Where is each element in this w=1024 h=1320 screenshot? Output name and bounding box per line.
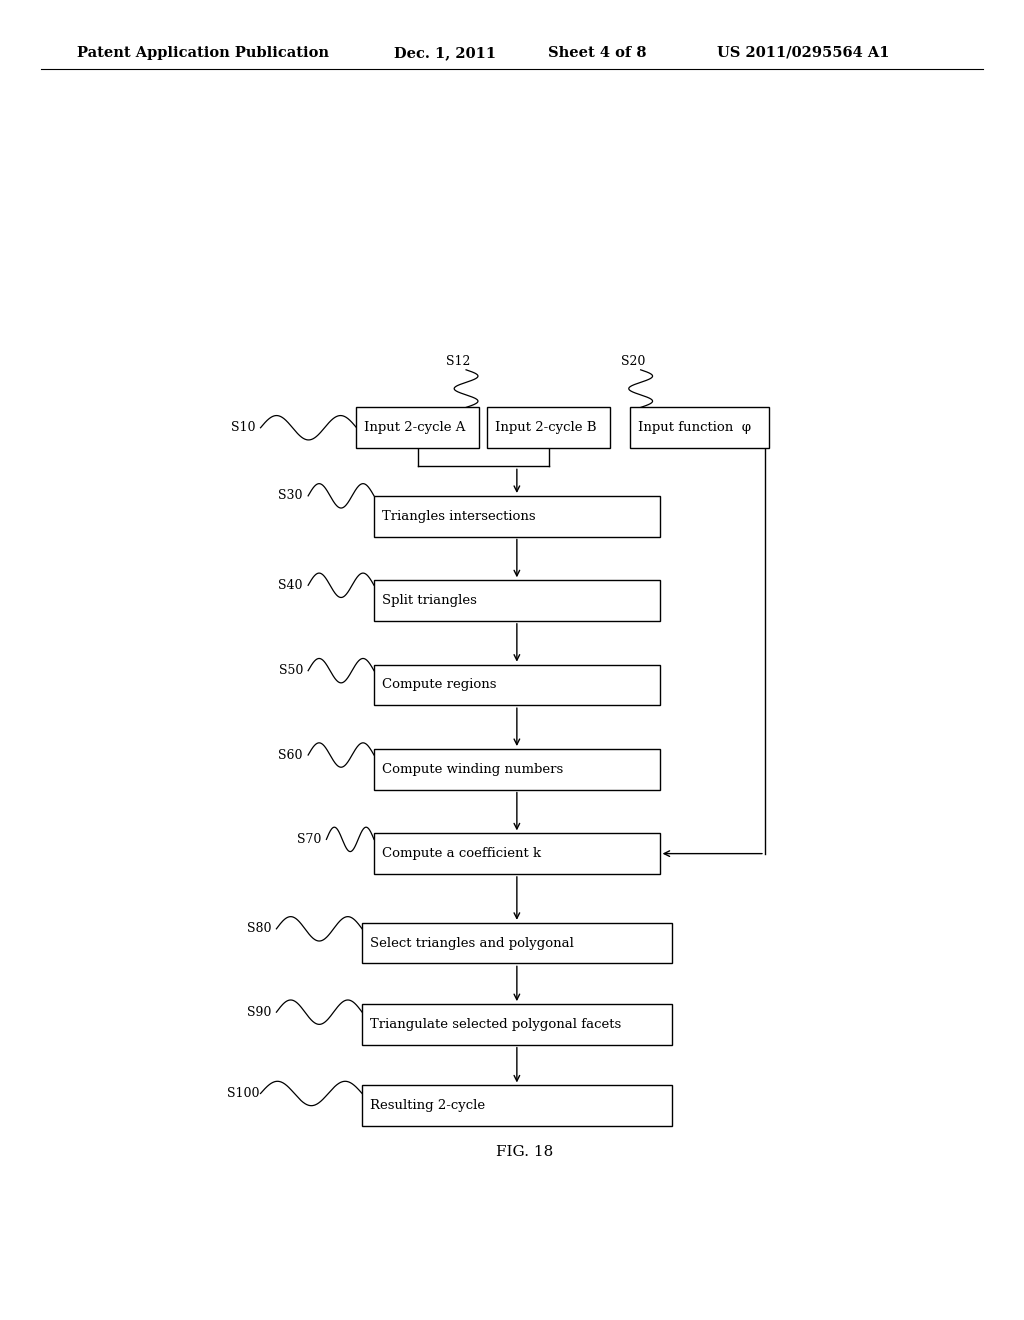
Text: Input 2-cycle A: Input 2-cycle A — [365, 421, 466, 434]
FancyBboxPatch shape — [487, 408, 610, 447]
FancyBboxPatch shape — [356, 408, 479, 447]
Text: Triangles intersections: Triangles intersections — [382, 510, 536, 523]
Text: S10: S10 — [230, 421, 255, 434]
FancyBboxPatch shape — [374, 748, 659, 789]
Text: S60: S60 — [279, 748, 303, 762]
Text: Patent Application Publication: Patent Application Publication — [77, 46, 329, 59]
Text: S50: S50 — [279, 664, 303, 677]
Text: S12: S12 — [445, 355, 470, 368]
Text: S30: S30 — [279, 490, 303, 503]
Text: S90: S90 — [247, 1006, 271, 1019]
FancyBboxPatch shape — [374, 581, 659, 620]
FancyBboxPatch shape — [362, 923, 672, 964]
FancyBboxPatch shape — [362, 1085, 672, 1126]
FancyBboxPatch shape — [374, 664, 659, 705]
Text: Compute winding numbers: Compute winding numbers — [382, 763, 563, 776]
Text: Split triangles: Split triangles — [382, 594, 477, 607]
Text: S100: S100 — [227, 1086, 259, 1100]
Text: Select triangles and polygonal: Select triangles and polygonal — [370, 937, 573, 949]
Text: US 2011/0295564 A1: US 2011/0295564 A1 — [717, 46, 889, 59]
Text: S40: S40 — [279, 578, 303, 591]
FancyBboxPatch shape — [374, 496, 659, 536]
Text: S80: S80 — [247, 923, 271, 936]
Text: Compute regions: Compute regions — [382, 678, 497, 692]
FancyBboxPatch shape — [374, 833, 659, 874]
Text: Resulting 2-cycle: Resulting 2-cycle — [370, 1100, 485, 1113]
Text: Dec. 1, 2011: Dec. 1, 2011 — [394, 46, 497, 59]
FancyBboxPatch shape — [362, 1005, 672, 1044]
Text: Sheet 4 of 8: Sheet 4 of 8 — [548, 46, 646, 59]
Text: S70: S70 — [297, 833, 322, 846]
Text: Input 2-cycle B: Input 2-cycle B — [495, 421, 597, 434]
Text: S20: S20 — [621, 355, 645, 368]
FancyBboxPatch shape — [630, 408, 769, 447]
Text: Triangulate selected polygonal facets: Triangulate selected polygonal facets — [370, 1018, 622, 1031]
Text: Input function  φ: Input function φ — [638, 421, 751, 434]
Text: FIG. 18: FIG. 18 — [497, 1146, 553, 1159]
Text: Compute a coefficient k: Compute a coefficient k — [382, 847, 541, 861]
